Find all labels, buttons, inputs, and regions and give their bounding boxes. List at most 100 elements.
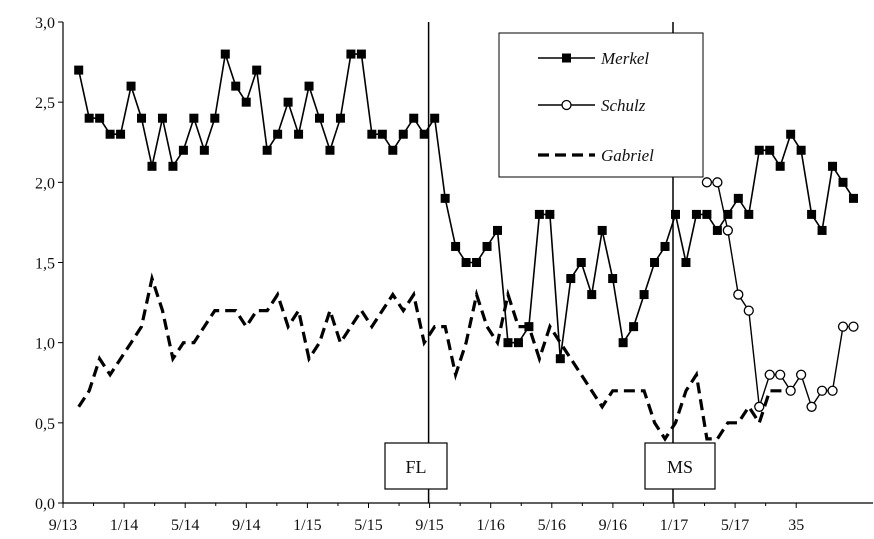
x-tick-label: 1/14 xyxy=(110,517,138,534)
merkel-marker xyxy=(273,129,283,139)
merkel-marker xyxy=(472,258,482,267)
merkel-marker xyxy=(670,209,680,219)
legend-marker-merkel xyxy=(562,53,571,63)
merkel-marker xyxy=(702,209,712,219)
merkel-marker xyxy=(461,258,471,267)
merkel-marker xyxy=(482,241,492,251)
merkel-marker xyxy=(524,322,534,332)
schulz-marker xyxy=(806,401,817,412)
merkel-marker xyxy=(838,177,848,187)
annotation-box xyxy=(644,442,716,490)
merkel-marker xyxy=(733,193,743,203)
merkel-marker xyxy=(691,209,701,219)
merkel-marker xyxy=(503,338,513,348)
merkel-marker xyxy=(608,274,618,284)
schulz-marker xyxy=(743,305,754,316)
merkel-marker xyxy=(513,338,523,348)
merkel-marker xyxy=(168,161,178,171)
merkel-marker xyxy=(430,113,440,123)
merkel-marker xyxy=(587,290,597,300)
merkel-marker xyxy=(95,113,105,123)
axes: 0,0 0,5 1,0 1,5 2,0 2,5 3,0 9/13 1/14 5/14 9/14 1/1… xyxy=(35,15,873,534)
annotation-layer: FL MS xyxy=(384,442,716,490)
schulz-marker xyxy=(795,369,807,380)
y-tick-label: 3,0 xyxy=(35,15,55,32)
merkel-marker xyxy=(775,161,785,171)
merkel-marker xyxy=(126,81,136,91)
merkel-marker xyxy=(252,65,262,75)
legend-box xyxy=(498,32,704,178)
merkel-marker xyxy=(210,113,220,123)
merkel-marker xyxy=(294,129,304,139)
merkel-marker xyxy=(199,145,209,155)
merkel-marker xyxy=(848,193,858,203)
merkel-marker xyxy=(576,258,586,267)
merkel-marker xyxy=(283,97,293,107)
x-tick-label: 9/14 xyxy=(232,517,260,534)
merkel-marker xyxy=(828,161,838,171)
merkel-marker xyxy=(335,113,345,123)
y-tick-label: 1,5 xyxy=(35,256,55,273)
merkel-marker xyxy=(796,145,806,155)
merkel-marker xyxy=(157,113,167,123)
merkel-marker xyxy=(744,209,754,219)
x-tick-label: 9/15 xyxy=(415,517,443,534)
merkel-marker xyxy=(419,129,429,139)
merkel-marker xyxy=(315,113,325,123)
merkel-marker xyxy=(105,129,115,139)
merkel-marker xyxy=(440,193,450,203)
series-line-gabriel xyxy=(77,272,791,442)
schulz-marker xyxy=(764,369,775,380)
y-tick-label: 0,0 xyxy=(35,496,55,513)
merkel-marker xyxy=(650,258,660,267)
merkel-marker xyxy=(629,322,639,332)
merkel-marker xyxy=(241,97,251,107)
x-tick-label: 9/13 xyxy=(49,517,77,534)
y-tick-label: 1,0 xyxy=(35,336,55,353)
merkel-marker xyxy=(545,209,555,219)
merkel-marker xyxy=(262,145,272,155)
merkel-marker xyxy=(231,81,241,91)
merkel-marker xyxy=(147,161,157,171)
merkel-marker xyxy=(377,129,387,139)
merkel-marker xyxy=(817,225,827,235)
legend: Merkel Schulz Gabriel xyxy=(498,32,704,178)
merkel-marker xyxy=(681,258,691,267)
merkel-marker xyxy=(178,145,188,155)
merkel-marker xyxy=(367,129,377,139)
y-tick-label: 0,5 xyxy=(35,416,55,433)
schulz-marker xyxy=(722,225,733,236)
schulz-marker xyxy=(848,321,859,332)
merkel-marker xyxy=(304,81,314,91)
x-tick-label: 5/16 xyxy=(538,517,566,534)
x-tick-label: 9/16 xyxy=(599,517,627,534)
x-tick-label: 5/15 xyxy=(354,517,382,534)
series-line-merkel xyxy=(77,53,855,359)
schulz-marker xyxy=(754,401,765,412)
x-tick-label: 1/15 xyxy=(293,517,321,534)
schulz-marker xyxy=(712,177,723,188)
schulz-marker xyxy=(837,321,849,332)
merkel-marker xyxy=(137,113,147,123)
merkel-marker xyxy=(660,241,670,251)
merkel-marker xyxy=(189,113,199,123)
legend-label: Gabriel xyxy=(601,146,654,165)
legend-label: Schulz xyxy=(601,96,646,115)
y-tick-label: 2,0 xyxy=(35,175,55,192)
merkel-marker xyxy=(555,354,565,364)
merkel-marker xyxy=(356,49,366,59)
annotation-box xyxy=(384,442,448,490)
merkel-marker xyxy=(618,338,628,348)
schulz-marker xyxy=(785,385,796,396)
merkel-marker xyxy=(765,145,775,155)
y-tick-label: 2,5 xyxy=(35,95,55,112)
merkel-marker xyxy=(388,145,398,155)
annotation-label: MS xyxy=(667,457,693,477)
merkel-marker xyxy=(409,113,419,123)
annotation-label: FL xyxy=(405,457,426,477)
merkel-marker xyxy=(597,225,607,235)
merkel-marker xyxy=(84,113,94,123)
schulz-marker xyxy=(816,385,828,396)
x-tick-label: 5/17 xyxy=(721,517,749,534)
